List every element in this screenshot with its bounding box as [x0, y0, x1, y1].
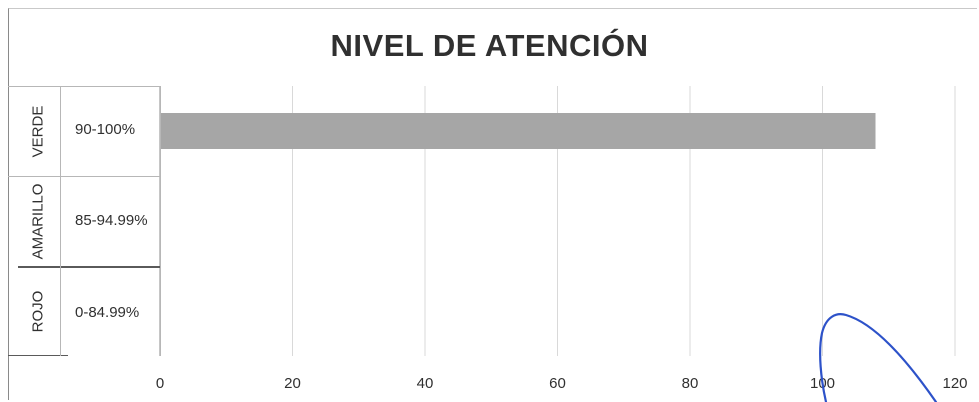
- category-row-rojo: ROJO 0-84.99%: [8, 266, 161, 356]
- x-tick-label: 80: [682, 375, 699, 392]
- table-divider: [18, 266, 161, 268]
- bars: [160, 113, 876, 149]
- category-group-label: AMARILLO: [29, 183, 47, 259]
- category-range-label: 0-84.99%: [75, 304, 140, 321]
- table-divider: [8, 355, 68, 356]
- table-divider: [8, 176, 161, 177]
- table-divider: [160, 86, 161, 356]
- category-group-label: VERDE: [29, 105, 47, 157]
- x-tick-label: 60: [549, 375, 566, 392]
- category-row-verde: VERDE 90-100%: [8, 86, 161, 176]
- handwritten-pen-mark: [819, 313, 938, 402]
- category-group-label: ROJO: [29, 290, 47, 332]
- x-tick-label: 20: [284, 375, 301, 392]
- x-tick-label: 120: [942, 375, 967, 392]
- x-tick-label: 40: [417, 375, 434, 392]
- bar-verde: [160, 113, 876, 149]
- chart-border: [8, 8, 977, 400]
- category-row-amarillo: AMARILLO 85-94.99%: [8, 176, 161, 266]
- x-axis-ticks: 0 20 40 60 80 100 120: [156, 375, 968, 392]
- table-divider: [8, 86, 161, 87]
- chart-title: NIVEL DE ATENCIÓN: [330, 28, 649, 63]
- category-range-label: 85-94.99%: [75, 212, 148, 229]
- x-tick-label: 0: [156, 375, 164, 392]
- category-range-label: 90-100%: [75, 121, 136, 138]
- category-table: VERDE 90-100% AMARILLO 85-94.99% ROJO 0-…: [8, 86, 161, 356]
- table-divider: [60, 86, 61, 356]
